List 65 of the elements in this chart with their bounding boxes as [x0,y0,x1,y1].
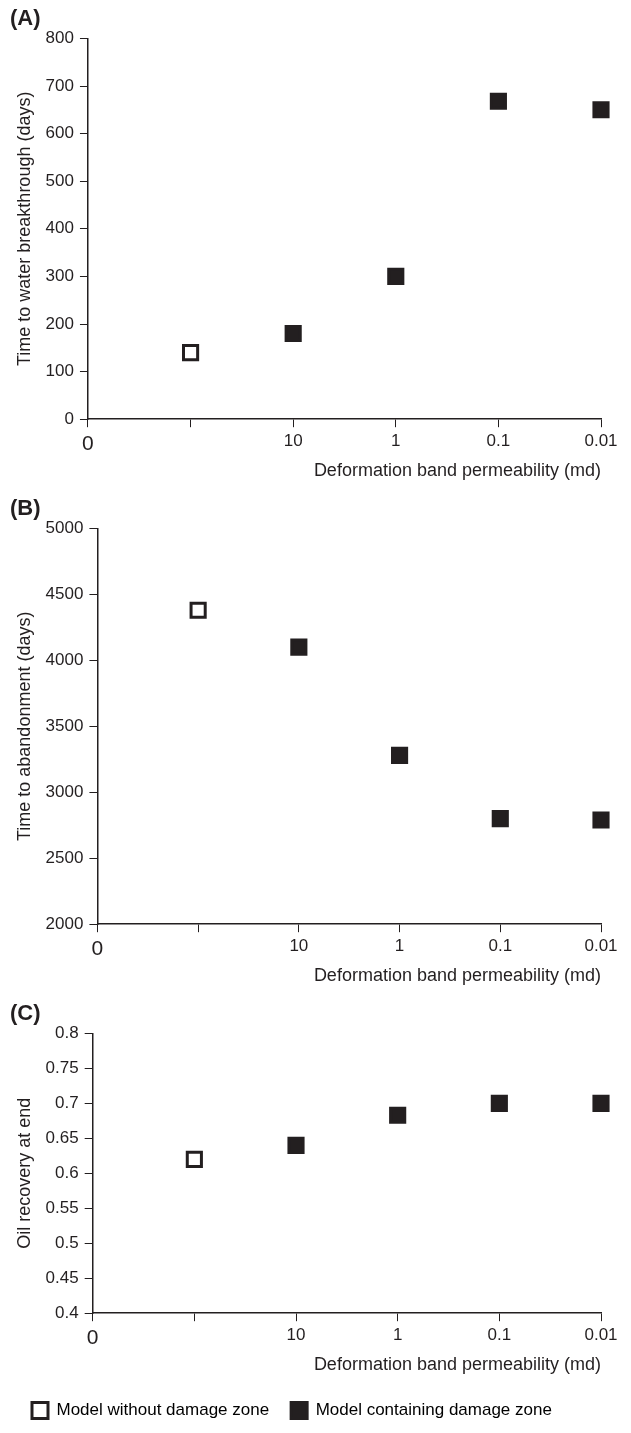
y-tick-label: 2500 [45,847,84,867]
y-tick-label: 4000 [45,650,84,670]
y-tick-label: 0.4 [55,1302,79,1322]
x-tick-label: 0.1 [486,431,511,451]
x-tick-label: 0 [86,1324,99,1348]
y-tick-label: 300 [45,266,74,286]
y-tick-label: 4500 [45,584,84,604]
legend-label: Model containing damage zone [315,1400,552,1420]
y-tick-label: 100 [45,361,74,381]
point [389,1106,407,1124]
y-tick-label: 5000 [45,518,84,538]
x-tick-label: 0.01 [584,1325,618,1345]
point [391,746,409,764]
y-axis-title: Time to water breakthrough (days) [13,91,34,367]
y-tick-label: 0.7 [55,1093,79,1113]
point [284,324,302,343]
y-tick-label: 0.8 [55,1023,79,1043]
y-tick-label: 400 [45,218,74,238]
point [189,601,207,619]
point [491,810,509,828]
point [290,638,308,656]
x-tick-label: 0.1 [487,1325,512,1345]
legend-label: Model without damage zone [56,1400,270,1420]
point [592,1094,610,1112]
x-tick-label: 0 [91,935,104,959]
point [592,811,610,829]
point [489,92,507,110]
x-axis-title: Deformation band permeability (md) [313,965,601,986]
y-tick-label: 0.55 [45,1197,79,1217]
y-tick-label: 0.6 [55,1162,79,1182]
point [287,1136,305,1154]
y-tick-label: 0.5 [55,1232,79,1252]
y-tick-label: 3500 [45,715,84,735]
chart-title: (A) [10,5,41,31]
point [490,1094,508,1112]
x-axis-title: Deformation band permeability (md) [313,460,601,481]
y-tick-label: 800 [45,28,74,48]
y-tick-label: 700 [45,75,74,95]
y-tick-label: 3000 [45,781,84,801]
y-tick-label: 200 [45,313,74,333]
x-tick-label: 10 [289,936,309,956]
x-tick-label: 1 [392,1325,403,1345]
y-axis-title: Time to abandonment (days) [13,611,34,842]
x-tick-label: 0.01 [584,431,618,451]
x-tick-label: 0.01 [584,936,618,956]
chart-title: (C) [10,1000,41,1026]
y-tick-label: 0.65 [45,1128,79,1148]
point [387,267,405,285]
y-tick-label: 500 [45,170,74,190]
x-axis-title: Deformation band permeability (md) [313,1354,601,1375]
y-tick-label: 2000 [45,913,84,933]
y-tick-label: 0.75 [45,1058,79,1078]
point [592,101,610,119]
y-tick-label: 0 [64,408,74,428]
y-tick-label: 0.45 [45,1267,79,1287]
x-tick-label: 0.1 [488,936,513,956]
x-tick-label: 10 [286,1325,306,1345]
y-axis-title: Oil recovery at end [13,1097,34,1249]
chart-title: (B) [10,495,41,521]
y-tick-label: 600 [45,123,74,143]
x-tick-label: 1 [391,431,401,451]
point [182,343,200,362]
point [185,1150,203,1168]
x-tick-label: 1 [394,936,405,956]
x-tick-label: 10 [283,431,303,451]
